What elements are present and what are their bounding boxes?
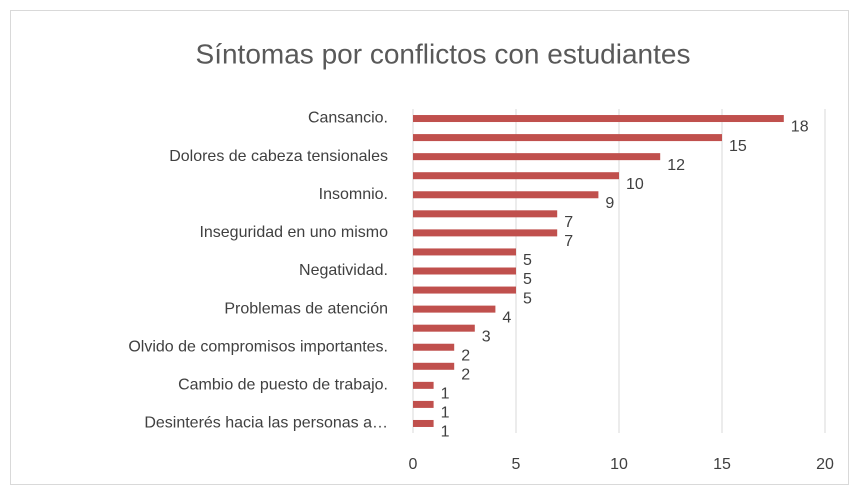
y-tick-label: Problemas de atención	[224, 300, 388, 317]
bar	[413, 419, 434, 427]
data-label: 1	[441, 405, 450, 422]
y-tick-label: Olvido de compromisos importantes.	[128, 338, 388, 355]
data-label: 1	[441, 386, 450, 403]
bar	[413, 343, 455, 351]
y-tick-label: Insomnio.	[319, 186, 388, 203]
data-label: 15	[729, 138, 747, 155]
y-tick-label: Negatividad.	[299, 262, 388, 279]
data-label: 1	[441, 424, 450, 441]
bar	[413, 172, 619, 180]
data-label: 5	[523, 271, 532, 288]
x-tick-label: 5	[512, 456, 521, 473]
data-label: 12	[667, 157, 685, 174]
y-tick-label: Dolores de cabeza tensionales	[169, 148, 388, 165]
bar	[413, 381, 434, 389]
data-label: 4	[502, 309, 511, 326]
chart-border	[10, 10, 849, 485]
data-label: 7	[564, 233, 573, 250]
bar	[413, 286, 516, 294]
data-label: 7	[564, 214, 573, 231]
data-label: 2	[461, 347, 470, 364]
bar	[413, 229, 558, 237]
bar	[413, 324, 475, 332]
data-label: 5	[523, 252, 532, 269]
y-tick-label: Desinterés hacia las personas a…	[144, 415, 388, 432]
data-label: 18	[791, 119, 809, 136]
data-label: 3	[482, 328, 491, 345]
bar	[413, 153, 661, 161]
bar	[413, 400, 434, 408]
data-label: 9	[605, 195, 614, 212]
x-tick-label: 10	[610, 456, 628, 473]
x-tick-label: 0	[409, 456, 418, 473]
data-label: 2	[461, 367, 470, 384]
x-tick-label: 20	[816, 456, 834, 473]
bar	[413, 248, 516, 256]
bar	[413, 267, 516, 275]
bar	[413, 305, 496, 313]
chart-title: Síntomas por conflictos con estudiantes	[196, 38, 691, 69]
bar	[413, 115, 784, 123]
bar	[413, 210, 558, 218]
data-label: 10	[626, 176, 644, 193]
bar	[413, 134, 722, 142]
x-tick-label: 15	[713, 456, 731, 473]
y-tick-label: Cambio de puesto de trabajo.	[178, 377, 388, 394]
y-tick-label: Cansancio.	[308, 110, 388, 127]
data-label: 5	[523, 290, 532, 307]
y-tick-label: Inseguridad en uno mismo	[199, 224, 388, 241]
bar	[413, 191, 599, 199]
bar	[413, 362, 455, 370]
